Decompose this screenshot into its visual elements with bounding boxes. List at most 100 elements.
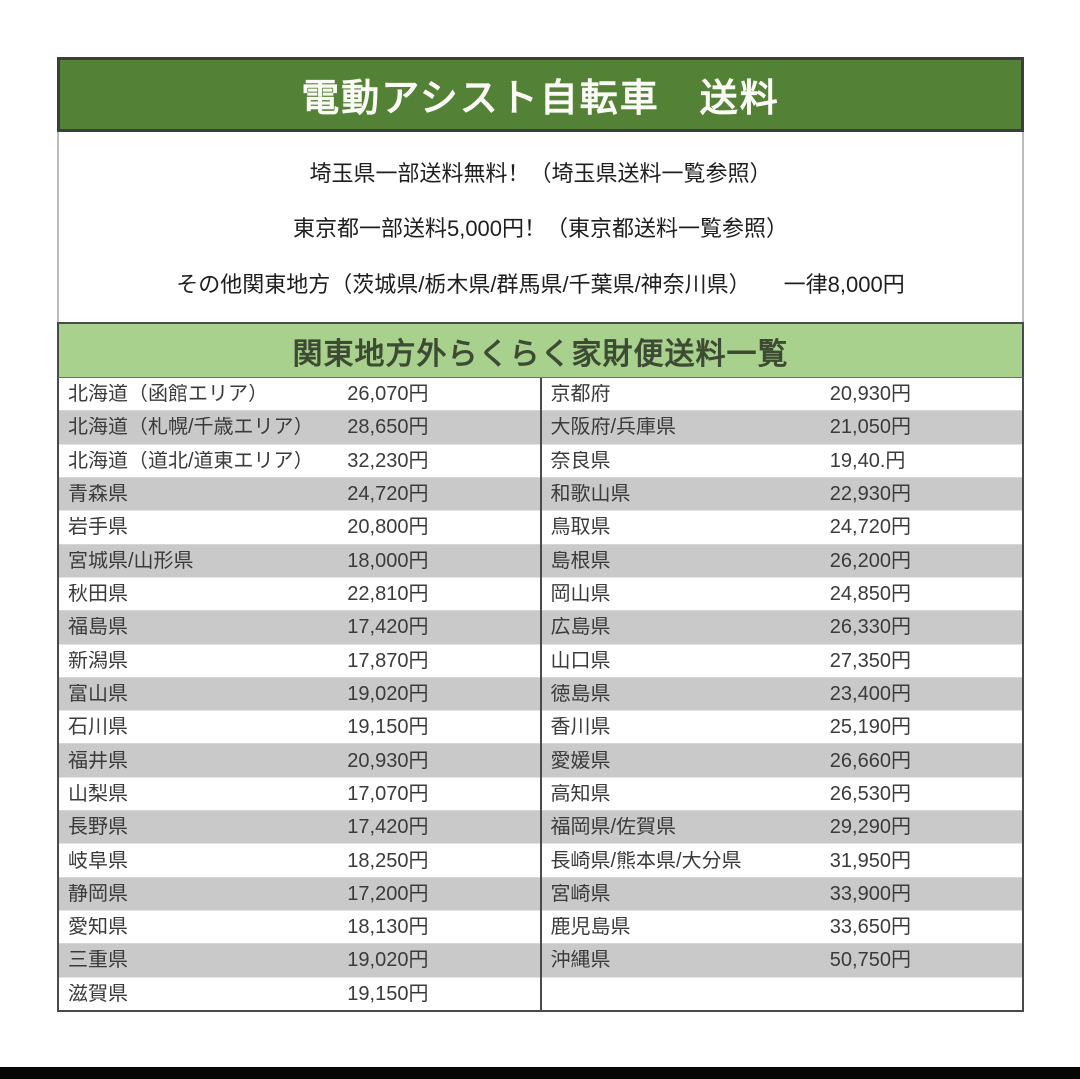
price-cell: 32,230円: [347, 450, 429, 471]
table-row: 山口県 27,350円: [541, 643, 1022, 677]
region-cell: 福島県: [68, 617, 128, 638]
price-cell: 26,200円: [829, 550, 911, 571]
table-row: 愛知県 18,130円: [59, 910, 540, 944]
table-row: 富山県 19,020円: [59, 676, 540, 711]
table-row: 福島県 17,420円: [59, 610, 540, 644]
price-cell: 26,070円: [347, 384, 429, 405]
table-title-bar: 関東地方外らくらく家財便送料一覧: [57, 322, 1024, 378]
region-cell: 鳥取県: [550, 517, 611, 538]
price-cell: 31,950円: [829, 850, 911, 871]
region-cell: 秋田県: [68, 584, 128, 605]
price-cell: 20,800円: [347, 517, 429, 538]
table-row: 北海道（道北/道東エリア） 32,230円: [59, 443, 540, 477]
region-cell: 広島県: [550, 617, 611, 638]
region-cell: 新潟県: [68, 650, 128, 671]
table-row: 福岡県/佐賀県 29,290円: [541, 810, 1022, 844]
price-cell: 33,900円: [829, 883, 911, 904]
table-row: 和歌山県 22,930円: [541, 476, 1022, 511]
table-row: 徳島県 23,400円: [541, 676, 1022, 711]
table-row: 大阪府/兵庫県 21,050円: [541, 410, 1022, 444]
price-cell: 23,400円: [829, 683, 911, 704]
table-row: 沖縄県 50,750円: [541, 943, 1022, 977]
page-title: 電動アシスト自転車 送料: [301, 78, 780, 120]
table-row: 福井県 20,930円: [59, 743, 540, 777]
note-tokyo: 東京都一部送料5,000円！（東京都送料一覧参照）: [292, 216, 789, 241]
table-title: 関東地方外らくらく家財便送料一覧: [292, 337, 789, 371]
region-cell: 福井県: [68, 750, 128, 771]
table-row: 秋田県 22,810円: [59, 576, 540, 611]
price-cell: 26,330円: [829, 617, 911, 638]
table-row: 北海道（函館エリア） 26,070円: [59, 378, 540, 411]
table-row: 岡山県 24,850円: [541, 576, 1022, 611]
region-cell: 和歌山県: [550, 484, 631, 505]
region-cell: 福岡県/佐賀県: [550, 817, 677, 838]
region-cell: 富山県: [68, 683, 128, 704]
price-cell: 29,290円: [829, 817, 911, 838]
price-cell: 17,870円: [347, 650, 429, 671]
region-cell: 北海道（函館エリア）: [68, 384, 268, 405]
region-cell: 青森県: [68, 484, 128, 505]
region-cell: 島根県: [550, 550, 611, 571]
table-row: 鳥取県 24,720円: [541, 510, 1022, 544]
price-cell: 25,190円: [829, 717, 911, 738]
table-row: 長崎県/熊本県/大分県 31,950円: [541, 843, 1022, 877]
table-row: 青森県 24,720円: [59, 476, 540, 511]
region-cell: 山梨県: [68, 783, 128, 804]
page-title-bar: 電動アシスト自転車 送料: [57, 57, 1024, 132]
region-cell: 大阪府/兵庫県: [550, 417, 677, 438]
price-cell: 20,930円: [347, 750, 429, 771]
region-cell: 愛知県: [68, 917, 128, 938]
region-cell: 北海道（札幌/千歳エリア）: [68, 417, 314, 438]
region-cell: 京都府: [550, 384, 611, 405]
price-cell: 50,750円: [829, 950, 911, 971]
region-cell: 石川県: [68, 717, 128, 738]
price-cell: 18,000円: [347, 550, 429, 571]
region-cell: 沖縄県: [550, 950, 611, 971]
region-cell: 愛媛県: [550, 750, 611, 771]
table-row: 静岡県 17,200円: [59, 876, 540, 910]
price-cell: 18,130円: [347, 917, 429, 938]
price-cell: 19,020円: [347, 950, 429, 971]
table-row: 高知県 26,530円: [541, 776, 1022, 811]
region-cell: 宮城県/山形県: [68, 550, 194, 571]
table-row: 鹿児島県 33,650円: [541, 910, 1022, 944]
table-row: 宮城県/山形県 18,000円: [59, 543, 540, 577]
content-box: 電動アシスト自転車 送料 埼玉県一部送料無料！（埼玉県送料一覧参照） 東京都一部…: [57, 57, 1024, 1012]
shipping-notes: 埼玉県一部送料無料！（埼玉県送料一覧参照） 東京都一部送料5,000円！（東京都…: [57, 132, 1024, 322]
shipping-fee-table: 北海道（函館エリア） 26,070円 北海道（札幌/千歳エリア） 28,650円 北海道…: [57, 378, 1024, 1012]
region-cell: 山口県: [550, 650, 611, 671]
price-cell: 26,530円: [829, 783, 911, 804]
price-cell: 19,020円: [347, 683, 429, 704]
table-row: 北海道（札幌/千歳エリア） 28,650円: [59, 410, 540, 444]
region-cell: 徳島県: [550, 683, 611, 704]
price-cell: 22,810円: [347, 584, 429, 605]
table-row: 石川県 19,150円: [59, 710, 540, 744]
region-cell: 岡山県: [550, 584, 611, 605]
price-cell: 18,250円: [347, 850, 429, 871]
bottom-black-bar: [0, 1067, 1080, 1079]
price-cell: 26,660円: [829, 750, 911, 771]
price-cell: 17,420円: [347, 817, 429, 838]
region-cell: 滋賀県: [68, 983, 128, 1004]
price-cell: 17,070円: [347, 783, 429, 804]
price-cell: 24,850円: [829, 584, 911, 605]
table-row: 香川県 25,190円: [541, 710, 1022, 744]
region-cell: 岐阜県: [68, 850, 128, 871]
note-saitama: 埼玉県一部送料無料！（埼玉県送料一覧参照）: [309, 160, 772, 186]
region-cell: 北海道（道北/道東エリア）: [68, 450, 314, 471]
region-cell: 岩手県: [68, 517, 128, 538]
region-cell: 長崎県/熊本県/大分県: [550, 850, 742, 871]
region-cell: 三重県: [68, 950, 128, 971]
price-cell: 21,050円: [829, 417, 911, 438]
table-row: 山梨県 17,070円: [59, 776, 540, 811]
table-row: 京都府 20,930円: [541, 378, 1022, 411]
table-row: 新潟県 17,870円: [59, 643, 540, 677]
note-kanto-other: その他関東地方（茨城県/栃木県/群馬県/千葉県/神奈川県） 一律8,000円: [176, 271, 905, 297]
table-row: 三重県 19,020円: [59, 943, 540, 977]
price-cell: 19,150円: [347, 717, 429, 738]
region-cell: 高知県: [550, 783, 611, 804]
region-cell: 長野県: [68, 817, 128, 838]
table-half-right: 京都府 20,930円 大阪府/兵庫県 21,050円 奈良県 19,40.円 和歌山県 22…: [541, 378, 1022, 1010]
region-cell: 奈良県: [550, 450, 611, 471]
